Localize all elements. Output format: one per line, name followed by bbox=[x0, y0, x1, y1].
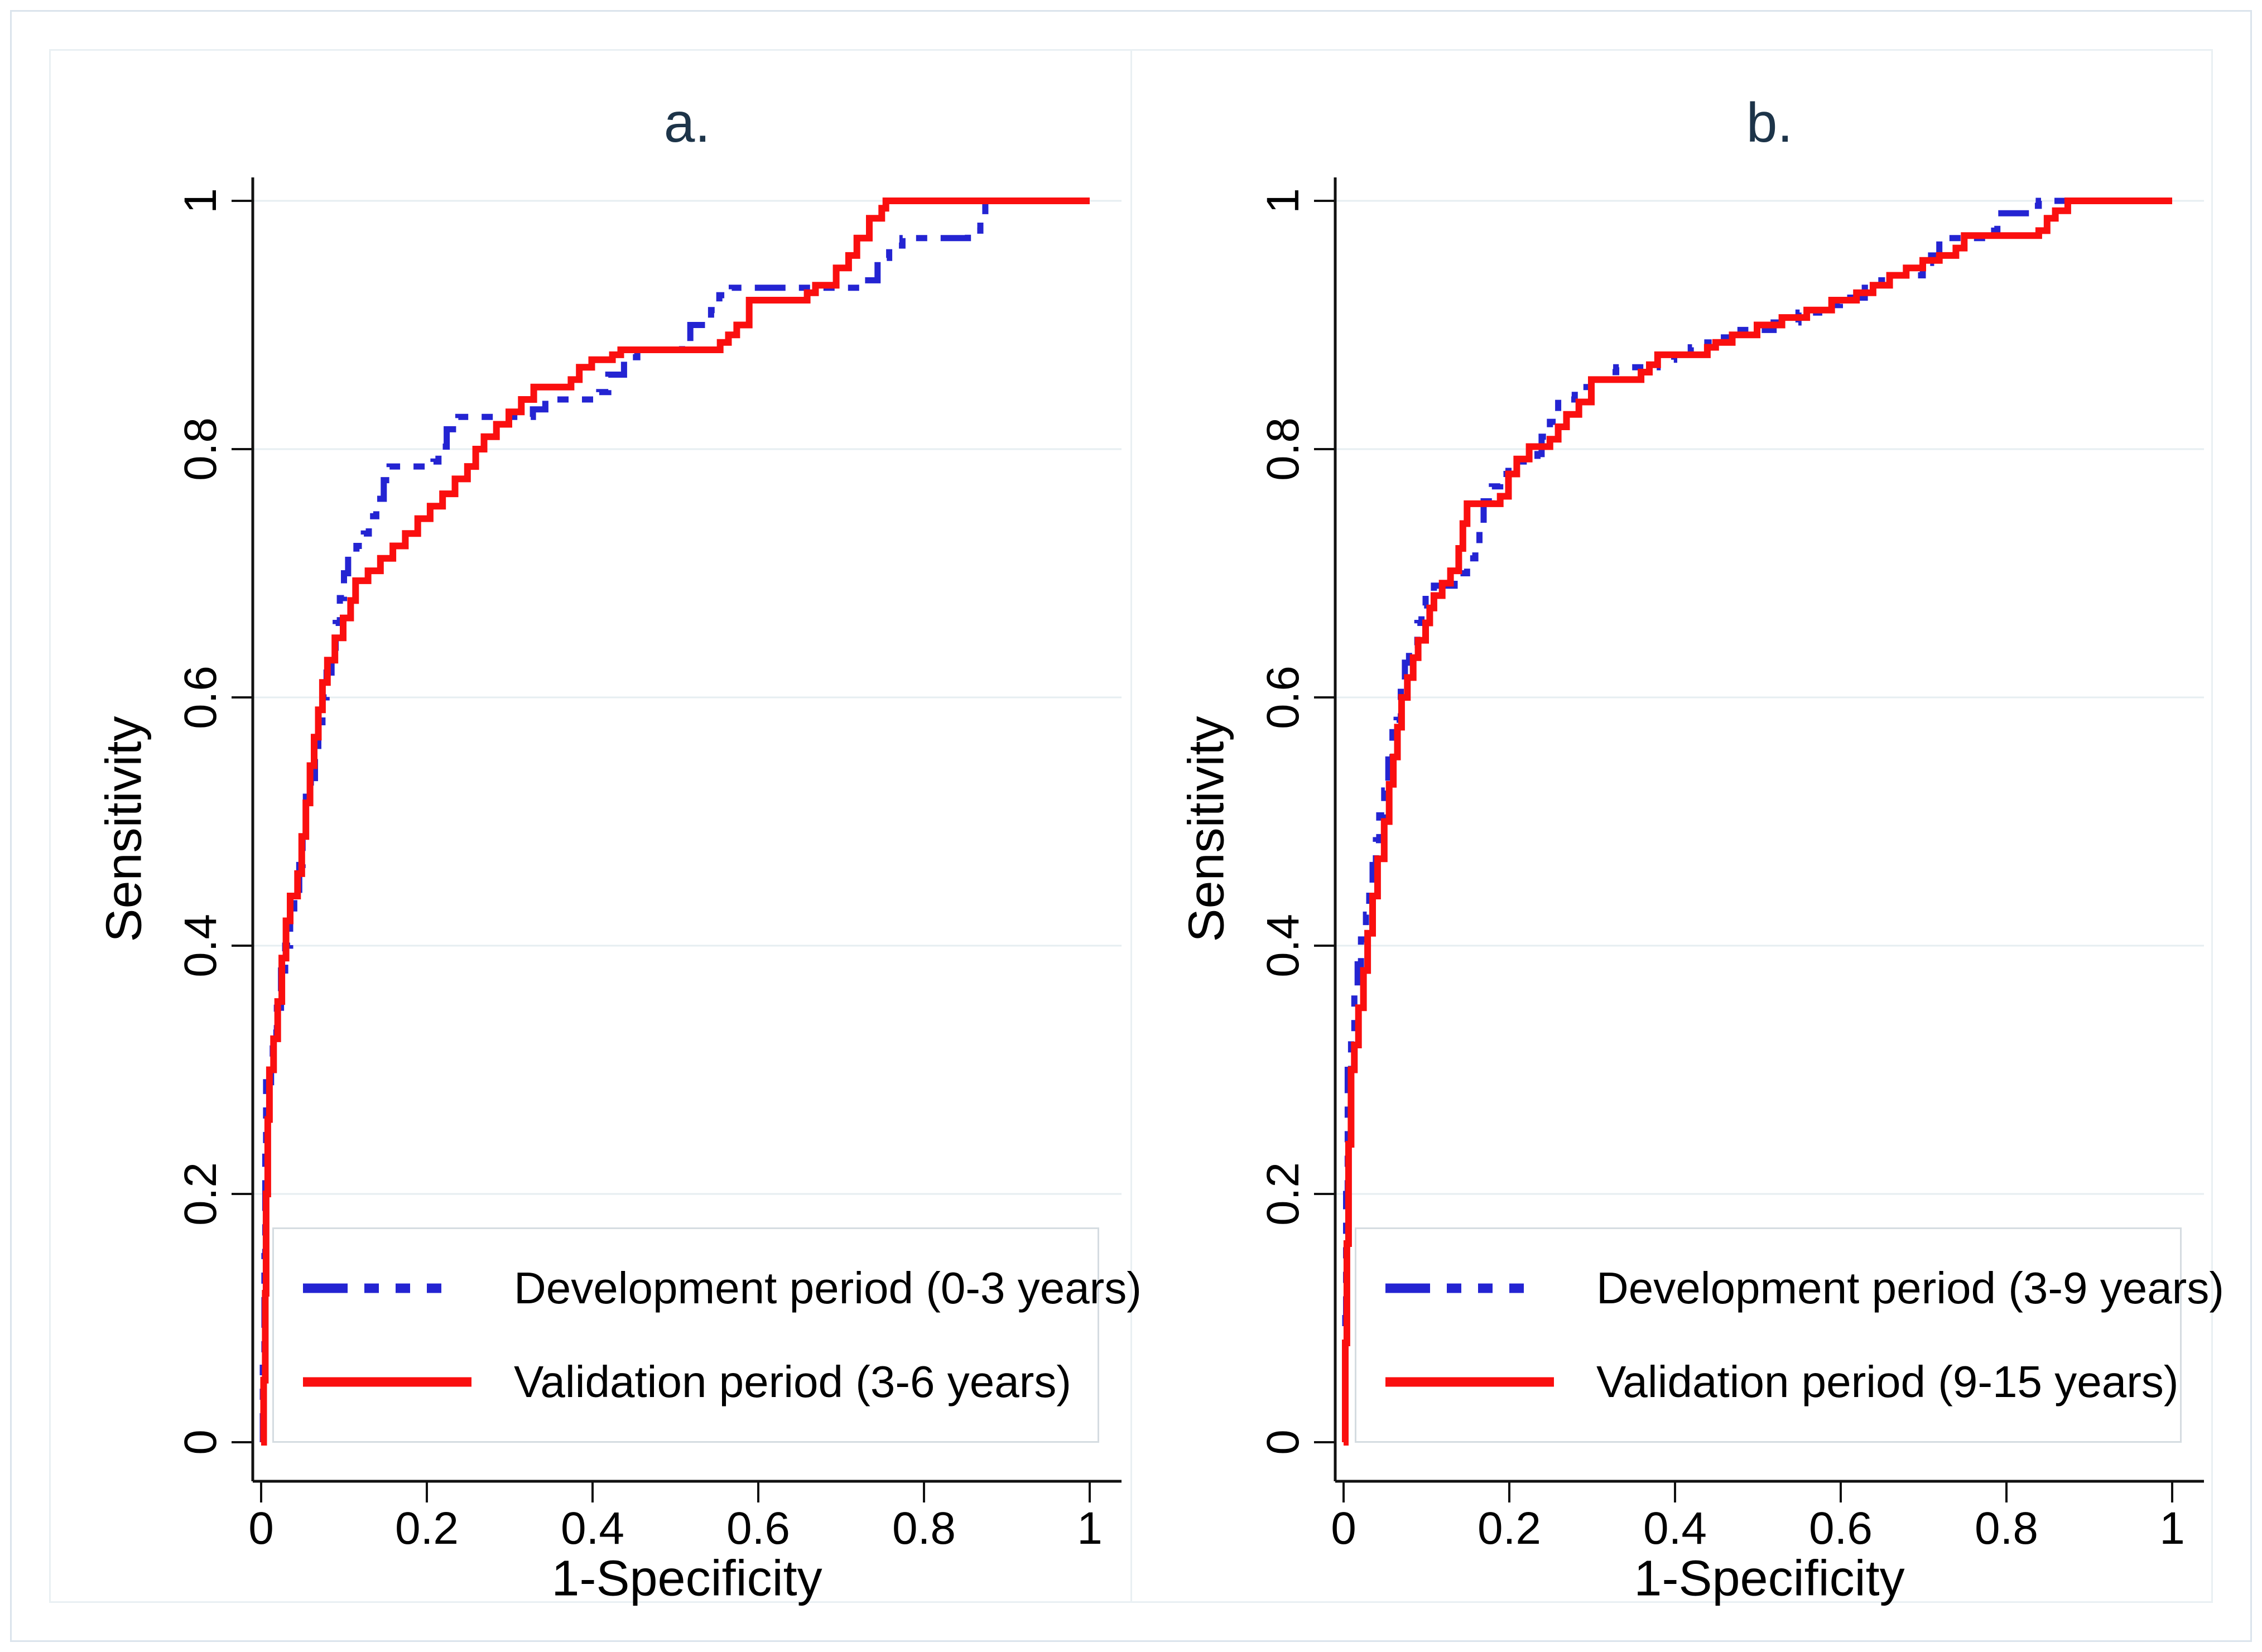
x-tick-label-0.4: 0.4 bbox=[1643, 1503, 1707, 1554]
x-tick-label-0.2: 0.2 bbox=[1477, 1503, 1541, 1554]
roc-plot-a bbox=[232, 177, 1122, 1502]
x-tick-label-0.8: 0.8 bbox=[1975, 1503, 2038, 1554]
y-tick-label-0: 0 bbox=[175, 1429, 226, 1455]
y-tick-label-0.8: 0.8 bbox=[1258, 417, 1308, 481]
legend-label: Validation period (3-6 years) bbox=[514, 1357, 1072, 1407]
x-tick-label-1: 1 bbox=[1077, 1503, 1103, 1554]
legend-row: Validation period (3-6 years) bbox=[303, 1351, 1098, 1413]
panel-title: a. bbox=[663, 91, 711, 154]
legend-line-sample-dashdot bbox=[1385, 1283, 1554, 1293]
legend-row: Development period (3-9 years) bbox=[1385, 1257, 2224, 1319]
y-tick-label-0.6: 0.6 bbox=[1258, 666, 1308, 729]
x-tick-label-0.6: 0.6 bbox=[726, 1503, 790, 1554]
y-tick-label-1: 1 bbox=[1258, 188, 1308, 214]
x-tick-label-0.4: 0.4 bbox=[561, 1503, 624, 1554]
y-tick-label-0.4: 0.4 bbox=[175, 914, 226, 977]
legend-row: Development period (0-3 years) bbox=[303, 1257, 1142, 1319]
y-axis-title: Sensitivity bbox=[1178, 716, 1235, 942]
legend-line-sample-solid bbox=[303, 1377, 471, 1387]
x-tick-label-1: 1 bbox=[2159, 1503, 2185, 1554]
y-tick-label-0.2: 0.2 bbox=[1258, 1162, 1308, 1226]
panel-title: b. bbox=[1746, 91, 1793, 154]
x-axis-title: 1-Specificity bbox=[551, 1550, 822, 1607]
legend-label: Validation period (9-15 years) bbox=[1596, 1357, 2179, 1407]
x-tick-label-0: 0 bbox=[248, 1503, 274, 1554]
x-axis-title: 1-Specificity bbox=[1634, 1550, 1905, 1607]
y-tick-label-1: 1 bbox=[175, 188, 226, 214]
y-tick-label-0: 0 bbox=[1258, 1429, 1308, 1455]
panel-b: b. Sensitivity 1-Specificity 0 0.2 0.4 0.6 0… bbox=[1132, 49, 2224, 1610]
y-axis-title: Sensitivity bbox=[96, 716, 152, 942]
roc-curve-validation bbox=[1342, 198, 2172, 1446]
legend-line-sample-dashdot bbox=[303, 1283, 471, 1293]
x-tick-label-0.2: 0.2 bbox=[395, 1503, 459, 1554]
legend-row: Validation period (9-15 years) bbox=[1385, 1351, 2180, 1413]
panel-divider bbox=[1130, 49, 1132, 1603]
roc-curve-development bbox=[259, 198, 1090, 1446]
y-tick-label-0.8: 0.8 bbox=[175, 417, 226, 481]
x-tick-label-0: 0 bbox=[1331, 1503, 1356, 1554]
legend-label: Development period (3-9 years) bbox=[1596, 1263, 2224, 1313]
legend-label: Development period (0-3 years) bbox=[514, 1263, 1142, 1313]
panel-a: a. Sensitivity 1-Specificity 0 0.2 0.4 0.6 0… bbox=[49, 49, 1142, 1610]
y-tick-label-0.4: 0.4 bbox=[1258, 914, 1308, 977]
y-tick-label-0.6: 0.6 bbox=[175, 666, 226, 729]
legend: Development period (0-3 years) Validation… bbox=[272, 1227, 1142, 1443]
roc-curve-validation bbox=[260, 198, 1090, 1446]
legend: Development period (3-9 years) Validation… bbox=[1355, 1227, 2224, 1443]
outer-border bbox=[10, 10, 2252, 1642]
x-tick-label-0.6: 0.6 bbox=[1809, 1503, 1873, 1554]
y-tick-label-0.2: 0.2 bbox=[175, 1162, 226, 1226]
legend-line-sample-solid bbox=[1385, 1377, 1554, 1387]
x-tick-label-0.8: 0.8 bbox=[892, 1503, 956, 1554]
roc-plot-b bbox=[1314, 177, 2204, 1502]
